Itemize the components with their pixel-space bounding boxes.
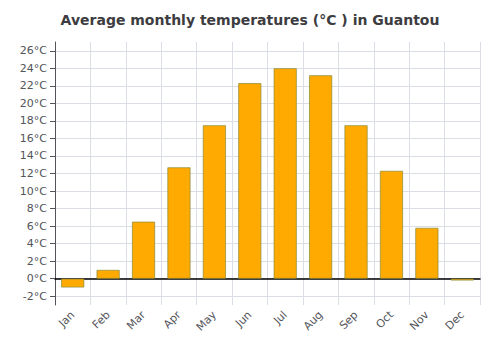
svg-text:12°C: 12°C	[20, 167, 47, 180]
svg-text:May: May	[194, 308, 220, 334]
svg-text:16°C: 16°C	[20, 132, 47, 145]
svg-text:2°C: 2°C	[27, 255, 47, 268]
svg-text:10°C: 10°C	[20, 185, 47, 198]
svg-text:6°C: 6°C	[27, 220, 47, 233]
svg-text:Aug: Aug	[301, 308, 325, 332]
svg-text:26°C: 26°C	[20, 44, 47, 57]
svg-text:0°C: 0°C	[27, 272, 47, 285]
svg-text:Nov: Nov	[407, 308, 432, 333]
svg-text:24°C: 24°C	[20, 62, 47, 75]
svg-text:Average monthly temperatures (: Average monthly temperatures (°C ) in Gu…	[61, 12, 440, 28]
svg-text:Dec: Dec	[443, 308, 467, 332]
svg-text:Jun: Jun	[232, 308, 254, 330]
svg-text:22°C: 22°C	[20, 79, 47, 92]
svg-text:Jan: Jan	[55, 308, 77, 330]
svg-text:20°C: 20°C	[20, 97, 47, 110]
svg-text:Oct: Oct	[373, 308, 396, 331]
svg-text:4°C: 4°C	[27, 237, 47, 250]
svg-text:Apr: Apr	[161, 308, 184, 331]
svg-text:14°C: 14°C	[20, 149, 47, 162]
svg-text:Feb: Feb	[90, 308, 113, 331]
svg-text:Sep: Sep	[337, 308, 361, 332]
svg-text:8°C: 8°C	[27, 202, 47, 215]
svg-text:-2°C: -2°C	[23, 290, 47, 303]
svg-text:18°C: 18°C	[20, 114, 47, 127]
svg-text:Jul: Jul	[271, 308, 290, 327]
svg-text:Mar: Mar	[124, 308, 148, 332]
